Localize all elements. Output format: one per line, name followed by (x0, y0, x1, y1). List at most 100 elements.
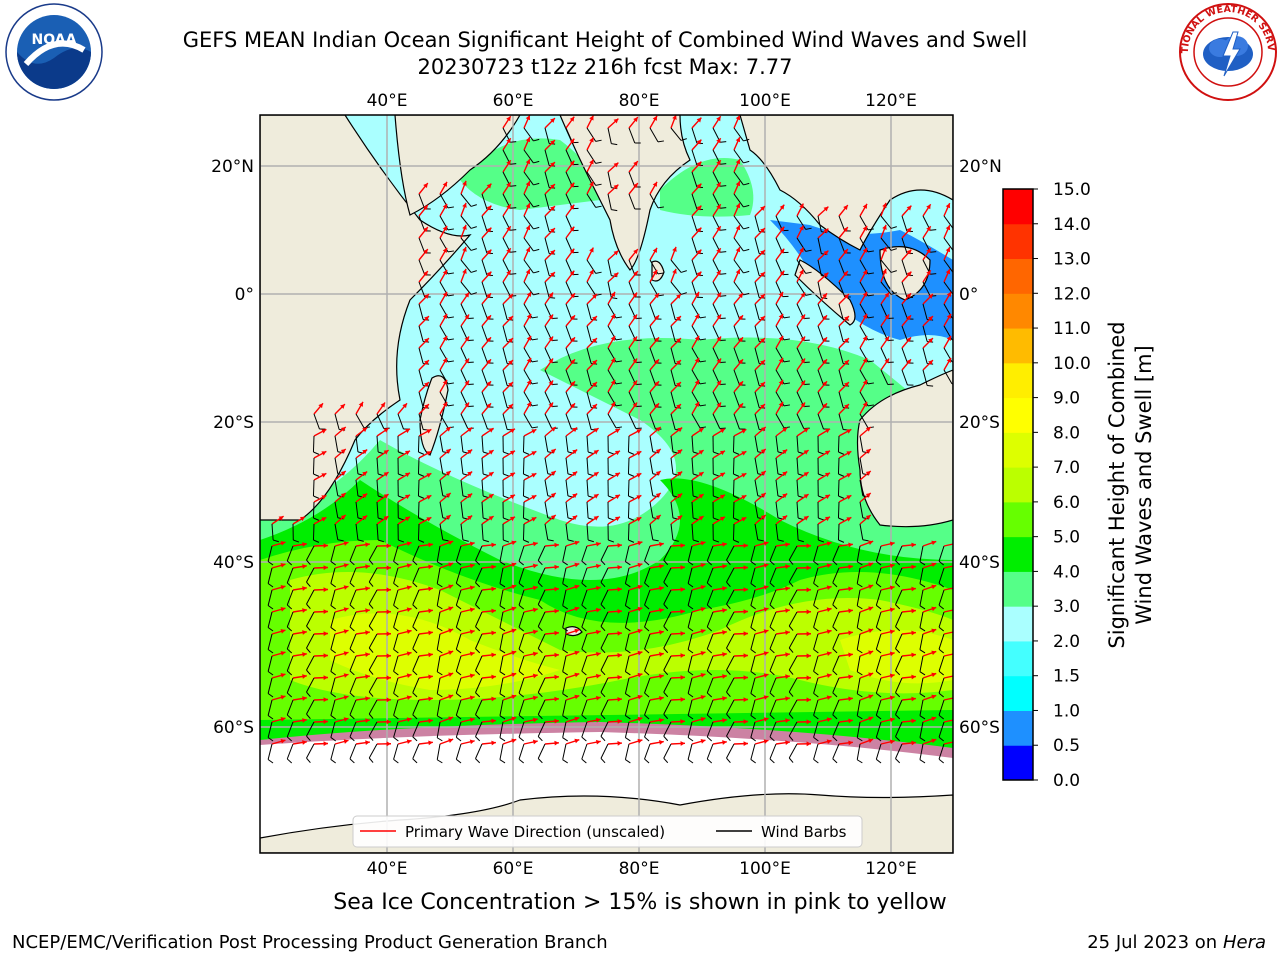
colorbar-tick-label: 15.0 (1053, 180, 1091, 200)
wind-barb (875, 633, 882, 650)
wind-barb (600, 699, 609, 715)
wave-direction-arrowhead (426, 495, 432, 500)
wind-barb (499, 677, 504, 694)
wave-direction-arrowhead (696, 271, 702, 277)
wind-barb (562, 633, 567, 650)
wind-barb (627, 501, 630, 519)
wave-direction-arrowhead (467, 493, 473, 499)
wave-direction-arrowhead (615, 472, 621, 478)
wave-direction-arrowhead (469, 541, 475, 547)
wind-barb (922, 303, 928, 320)
wind-barb-flag (680, 292, 687, 295)
wave-direction-arrowhead (928, 360, 933, 365)
wind-barb-flag (436, 693, 443, 698)
band-3-4m-bay (660, 158, 754, 217)
wave-direction-arrowhead (694, 313, 699, 319)
wind-barb-flag (663, 735, 669, 742)
wave-direction-arrowhead (340, 449, 346, 454)
wave-direction-arrowhead (882, 268, 887, 274)
wind-barb-flag (581, 648, 587, 654)
wind-barb (436, 633, 441, 650)
wave-direction-arrowhead (677, 471, 683, 477)
wind-barb (895, 677, 903, 693)
wind-barb (481, 259, 488, 276)
wave-direction-arrowhead (799, 225, 804, 231)
wave-direction-arrowhead (365, 696, 370, 702)
wave-direction-arrowhead (636, 517, 642, 522)
wind-barb (687, 567, 693, 584)
wind-barb (754, 413, 760, 430)
wind-barb (832, 589, 840, 605)
wind-barb (481, 237, 488, 254)
wind-barb-flag (286, 560, 293, 566)
wind-barb-flag (769, 758, 775, 764)
wind-barb (732, 523, 735, 541)
wind-barb-flag (733, 517, 740, 521)
wind-barb (856, 721, 861, 738)
wind-barb-flag (510, 251, 517, 253)
wind-barb (581, 545, 588, 562)
wave-direction-arrowhead (574, 540, 580, 546)
wave-direction-arrowhead (424, 294, 429, 299)
wind-barb (349, 655, 357, 672)
wind-barb-flag (286, 758, 293, 764)
wind-barb (938, 655, 945, 672)
wind-barb-flag (531, 404, 539, 407)
wind-barb-flag (856, 737, 863, 742)
colorbar-swatch (1003, 432, 1033, 468)
wind-barb (523, 127, 534, 142)
wave-direction-arrowhead (406, 673, 412, 679)
wind-barb-flag (475, 736, 481, 742)
wind-barb (750, 743, 756, 760)
wave-direction-arrowhead (676, 316, 681, 321)
wind-barb-flag (412, 758, 418, 764)
wind-barb (562, 611, 567, 628)
wave-direction-arrowhead (803, 494, 809, 499)
lat-tick-right: 40°S (959, 553, 1000, 573)
wave-direction-arrowhead (862, 269, 867, 275)
wind-barb-flag (499, 561, 506, 566)
wave-direction-arrowhead (865, 515, 871, 520)
wave-direction-arrowhead (738, 359, 743, 365)
wind-barb-flag (456, 736, 462, 742)
wave-direction-arrowhead (323, 741, 328, 747)
wave-direction-arrowhead (383, 516, 389, 521)
wind-barb-flag (750, 627, 756, 632)
wind-barb (769, 589, 777, 606)
wind-barb (726, 743, 735, 759)
wave-direction-arrowhead (848, 652, 853, 658)
wind-barb (919, 655, 924, 672)
nws-logo: NATIONAL WEATHER SERVICE (1178, 2, 1277, 101)
lon-tick-top: 60°E (493, 91, 534, 111)
wave-direction-arrowhead (803, 472, 809, 477)
wave-direction-arrowhead (637, 738, 643, 744)
wave-direction-arrowhead (280, 541, 286, 546)
wind-barb-flag (337, 539, 344, 542)
wind-barb (624, 721, 630, 738)
wind-barb-flag (726, 603, 731, 609)
wind-barb-flag (895, 648, 901, 654)
wave-direction-arrowhead (550, 206, 555, 211)
wind-barb-flag (581, 604, 587, 610)
wave-direction-arrowhead (633, 161, 638, 167)
wind-barb-flag (547, 539, 554, 542)
wave-direction-arrowhead (680, 543, 685, 548)
wind-barb-flag (349, 582, 355, 588)
wave-direction-arrowhead (676, 382, 681, 387)
wind-barb-flag (510, 141, 517, 143)
wind-barb (418, 413, 424, 430)
wind-barb (306, 545, 315, 561)
wind-barb (502, 347, 508, 364)
wind-barb-flag (687, 693, 694, 698)
wind-barb (306, 633, 315, 649)
wind-barb (670, 325, 676, 342)
wave-direction-arrowhead (511, 672, 517, 678)
wave-direction-arrowhead (554, 718, 559, 724)
wave-direction-arrowhead (632, 292, 638, 298)
wind-barb (943, 237, 953, 252)
wind-barb (586, 259, 597, 274)
wave-direction-arrowhead (722, 564, 727, 569)
wave-direction-arrowhead (302, 740, 307, 745)
wind-barb (649, 413, 656, 430)
wind-barb-flag (456, 648, 462, 654)
